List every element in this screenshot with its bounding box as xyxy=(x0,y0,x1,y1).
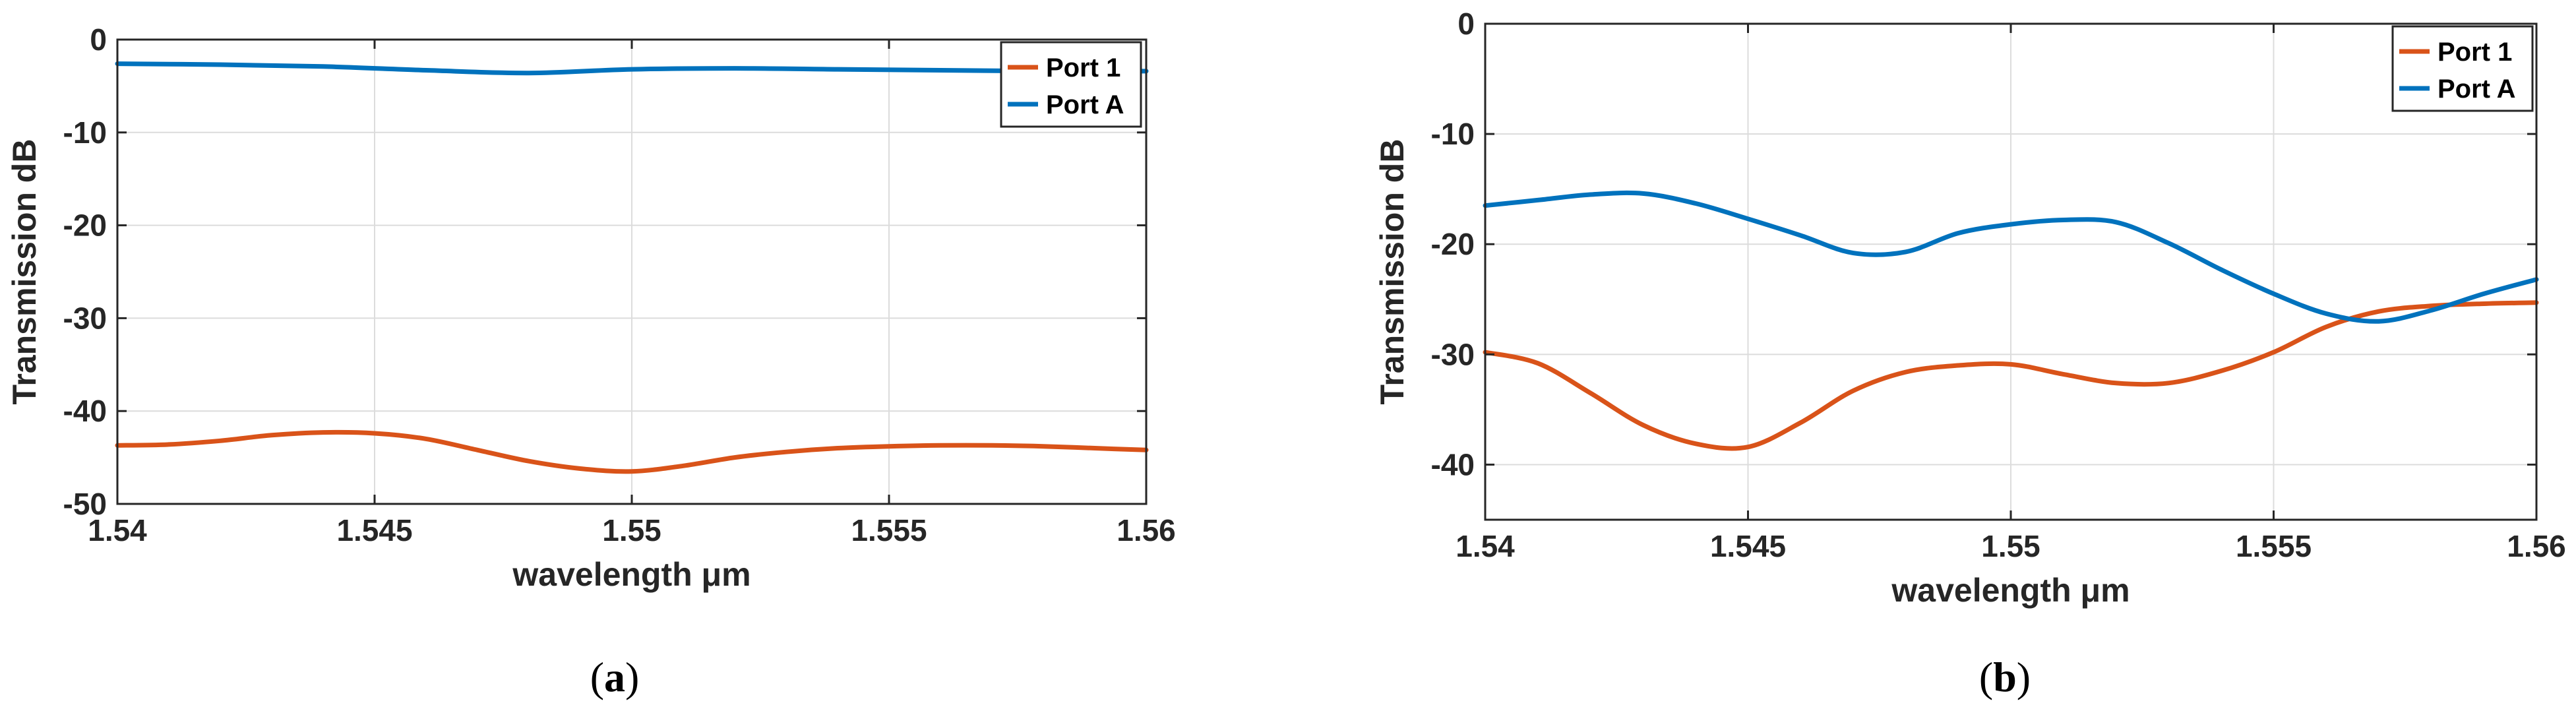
x-tick-label: 1.55 xyxy=(1981,529,2040,563)
panel-letter: b xyxy=(1993,654,2017,700)
x-tick-label: 1.555 xyxy=(2236,529,2312,563)
x-tick-label: 1.545 xyxy=(1710,529,1786,563)
panel-label: (b) xyxy=(1979,654,2031,700)
x-tick-label: 1.54 xyxy=(1456,529,1515,563)
y-axis-label: Transmission dB xyxy=(1374,139,1411,405)
y-tick-label: 0 xyxy=(90,22,107,57)
panel-paren-close: ) xyxy=(625,654,639,700)
y-tick-label: -30 xyxy=(63,301,107,335)
legend-entry: Port A xyxy=(2438,75,2516,104)
panel-paren-open: ( xyxy=(1979,654,1993,700)
y-tick-label: -20 xyxy=(1431,227,1475,261)
y-tick-label: -10 xyxy=(63,115,107,150)
legend: Port 1 Port A xyxy=(1000,41,1142,128)
panel-paren-close: ) xyxy=(2017,654,2031,700)
y-tick-label: 0 xyxy=(1457,7,1475,41)
y-tick-label: -20 xyxy=(63,208,107,243)
chart-a: 1.54 1.545 1.55 1.555 1.56 0 -10 -20 -30 -40 -50 wa… xyxy=(6,22,1176,700)
x-tick-label: 1.555 xyxy=(851,513,927,547)
y-tick-label: -50 xyxy=(63,487,107,521)
x-tick-label: 1.54 xyxy=(88,513,147,547)
series-line-port-a xyxy=(115,61,1149,76)
legend-entry: Port 1 xyxy=(1046,53,1120,82)
x-axis-label: wavelength μm xyxy=(512,556,751,593)
panel-letter: a xyxy=(604,654,625,700)
x-axis-label: wavelength μm xyxy=(1891,572,2130,609)
series-line-port-1 xyxy=(115,429,1149,474)
y-tick-label: -10 xyxy=(1431,117,1475,151)
legend: Port 1 Port A xyxy=(2391,25,2534,112)
series-line-port-a xyxy=(1483,190,2539,324)
x-tick-label: 1.545 xyxy=(336,513,412,547)
legend-entry: Port 1 xyxy=(2438,38,2512,67)
x-tick-label: 1.56 xyxy=(2507,529,2566,563)
y-tick-label: -30 xyxy=(1431,337,1475,371)
x-tick-label: 1.55 xyxy=(602,513,661,547)
chart-b: 1.54 1.545 1.55 1.555 1.56 0 -10 -20 -30 -40 wavel… xyxy=(1374,7,2566,700)
legend-box xyxy=(1000,41,1142,128)
panel-paren-open: ( xyxy=(590,654,604,700)
panel-label: (a) xyxy=(590,654,640,700)
y-axis-label: Transmission dB xyxy=(6,139,43,405)
legend-entry: Port A xyxy=(1046,90,1124,119)
y-tick-label: -40 xyxy=(63,394,107,428)
y-tick-label: -40 xyxy=(1431,447,1475,481)
x-tick-label: 1.56 xyxy=(1117,513,1176,547)
legend-box xyxy=(2391,25,2534,112)
